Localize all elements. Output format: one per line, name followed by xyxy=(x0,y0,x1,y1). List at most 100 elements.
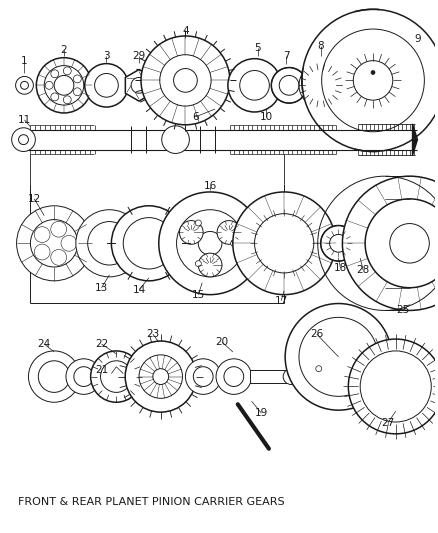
Text: 9: 9 xyxy=(414,34,421,44)
Circle shape xyxy=(305,69,336,101)
Circle shape xyxy=(302,9,438,151)
Circle shape xyxy=(85,63,128,107)
Circle shape xyxy=(61,236,77,251)
Circle shape xyxy=(353,61,393,100)
Circle shape xyxy=(283,369,299,384)
Text: 14: 14 xyxy=(132,285,146,295)
Circle shape xyxy=(343,176,438,310)
Text: 18: 18 xyxy=(334,263,347,273)
Circle shape xyxy=(299,317,378,397)
Circle shape xyxy=(74,88,81,96)
Text: 15: 15 xyxy=(192,289,205,300)
Circle shape xyxy=(66,359,102,394)
Circle shape xyxy=(177,209,244,277)
Text: 11: 11 xyxy=(18,115,31,125)
Text: 29: 29 xyxy=(132,51,146,61)
Circle shape xyxy=(159,192,261,295)
Circle shape xyxy=(348,339,438,434)
Circle shape xyxy=(313,77,328,93)
Circle shape xyxy=(390,223,429,263)
Circle shape xyxy=(316,366,321,372)
Circle shape xyxy=(180,221,203,244)
Text: 16: 16 xyxy=(204,181,217,191)
Circle shape xyxy=(76,209,143,277)
Circle shape xyxy=(329,235,347,252)
Text: 26: 26 xyxy=(310,329,323,339)
Text: 4: 4 xyxy=(182,26,189,36)
Circle shape xyxy=(51,221,67,237)
Circle shape xyxy=(111,206,187,281)
Circle shape xyxy=(195,220,201,226)
Circle shape xyxy=(351,235,369,252)
Circle shape xyxy=(51,70,59,78)
Text: 13: 13 xyxy=(95,282,108,293)
Circle shape xyxy=(185,359,221,394)
Circle shape xyxy=(162,126,189,154)
Circle shape xyxy=(216,359,251,394)
Circle shape xyxy=(95,74,118,97)
Circle shape xyxy=(28,351,80,402)
Circle shape xyxy=(125,341,196,412)
Circle shape xyxy=(285,303,392,410)
Polygon shape xyxy=(125,69,153,101)
Circle shape xyxy=(279,76,299,95)
Circle shape xyxy=(173,69,197,92)
Circle shape xyxy=(198,253,222,277)
Circle shape xyxy=(131,77,147,93)
Text: 7: 7 xyxy=(283,51,290,61)
Text: 28: 28 xyxy=(357,265,370,275)
Text: FRONT & REAR PLANET PINION CARRIER GEARS: FRONT & REAR PLANET PINION CARRIER GEARS xyxy=(18,497,284,507)
Circle shape xyxy=(195,261,201,266)
Circle shape xyxy=(45,82,53,89)
Circle shape xyxy=(54,76,74,95)
Text: 17: 17 xyxy=(275,296,288,305)
Circle shape xyxy=(51,249,67,265)
Circle shape xyxy=(321,29,424,132)
Text: 23: 23 xyxy=(146,329,159,339)
Circle shape xyxy=(38,361,70,392)
Polygon shape xyxy=(413,124,417,156)
Circle shape xyxy=(74,367,94,386)
Text: 2: 2 xyxy=(61,45,67,55)
Circle shape xyxy=(123,217,175,269)
Circle shape xyxy=(233,192,336,295)
Circle shape xyxy=(16,76,33,94)
Circle shape xyxy=(271,68,307,103)
Circle shape xyxy=(193,367,213,386)
Circle shape xyxy=(88,222,131,265)
Bar xyxy=(250,370,291,384)
Circle shape xyxy=(64,96,71,104)
Circle shape xyxy=(198,231,222,255)
Circle shape xyxy=(51,93,59,101)
Text: 8: 8 xyxy=(318,41,324,51)
Circle shape xyxy=(91,351,142,402)
Circle shape xyxy=(160,55,211,106)
Circle shape xyxy=(101,361,132,392)
Circle shape xyxy=(30,220,78,267)
Circle shape xyxy=(64,67,71,75)
Circle shape xyxy=(240,70,269,100)
Circle shape xyxy=(360,351,431,422)
Circle shape xyxy=(371,70,375,75)
Circle shape xyxy=(228,59,281,112)
Circle shape xyxy=(321,225,356,261)
Circle shape xyxy=(44,66,84,105)
Text: 25: 25 xyxy=(396,305,409,316)
Circle shape xyxy=(34,227,50,243)
Text: 10: 10 xyxy=(260,112,273,122)
Text: 27: 27 xyxy=(381,418,395,428)
Text: 6: 6 xyxy=(192,112,198,122)
Text: 5: 5 xyxy=(254,43,261,53)
Circle shape xyxy=(217,221,241,244)
Text: 1: 1 xyxy=(21,55,28,66)
Text: 3: 3 xyxy=(103,51,110,61)
Circle shape xyxy=(231,240,237,246)
Circle shape xyxy=(18,135,28,144)
Circle shape xyxy=(21,82,28,89)
Circle shape xyxy=(344,228,376,259)
Circle shape xyxy=(17,206,92,281)
Circle shape xyxy=(224,367,244,386)
Circle shape xyxy=(141,36,230,125)
Circle shape xyxy=(153,369,169,384)
Text: 22: 22 xyxy=(95,339,108,349)
